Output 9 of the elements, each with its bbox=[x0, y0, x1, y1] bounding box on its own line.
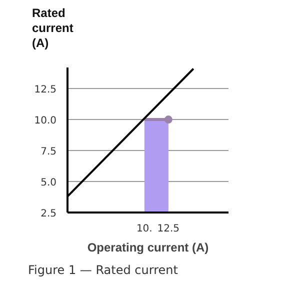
x-tick-label: 10. bbox=[136, 224, 152, 234]
y-tick-label: 10.0 bbox=[34, 116, 56, 127]
x-axis-title: Operating current (A) bbox=[87, 240, 209, 254]
y-tick-label: 7.5 bbox=[40, 146, 57, 158]
y-axis-title: Rated current (A) bbox=[32, 6, 74, 51]
y-tick-label: 5.0 bbox=[40, 178, 57, 189]
caption: Figure 1 — Rated current bbox=[28, 262, 178, 279]
y-tick-label: 12.5 bbox=[34, 84, 56, 96]
y-tick-label: 2.5 bbox=[40, 208, 57, 220]
